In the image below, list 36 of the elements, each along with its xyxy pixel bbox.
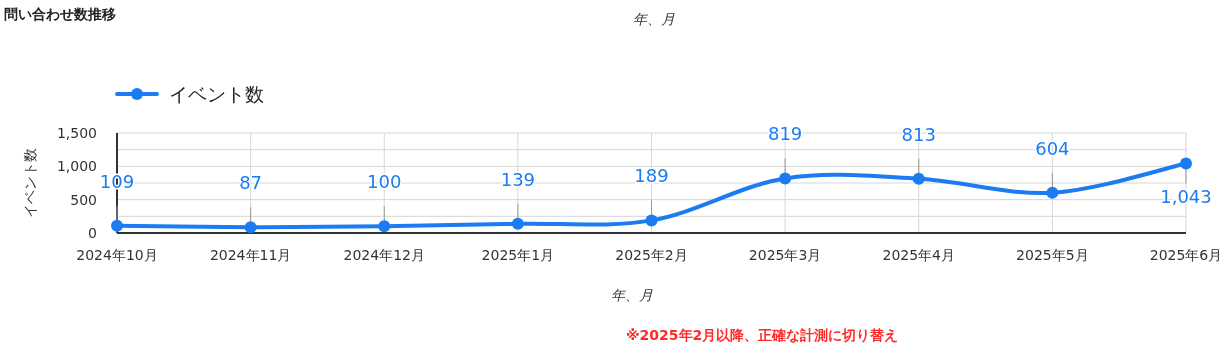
x-tick-label: 2025年3月	[748, 247, 822, 263]
y-tick-label: 1,000	[56, 158, 97, 175]
x-tick-label: 2025年2月	[615, 247, 688, 263]
data-label: 100	[367, 171, 402, 193]
data-label: 139	[500, 168, 536, 190]
data-label: 813	[901, 123, 936, 145]
y-tick-label: 500	[70, 191, 97, 208]
chart-title: 問い合わせ数推移	[4, 6, 116, 22]
text: 年、月	[633, 11, 675, 27]
point	[645, 214, 658, 227]
x-tick-label: 2025年5月	[1016, 247, 1089, 263]
point	[912, 172, 925, 185]
x-tick-label: 2025年4月	[882, 247, 956, 263]
point	[779, 172, 792, 185]
x-axis-title: 年、月	[610, 287, 653, 303]
y-tick-label: 0	[88, 225, 97, 241]
point	[244, 221, 257, 234]
point	[511, 217, 524, 230]
point	[111, 219, 123, 232]
point	[378, 220, 391, 233]
data-label: 819	[767, 123, 803, 145]
x-tick-label: 2024年12月	[343, 247, 425, 263]
x-tick-label: 2025年1月	[481, 247, 555, 263]
data-label: 604	[1035, 137, 1070, 159]
x-tick-label: 2024年10月	[76, 247, 158, 263]
data-label: 1,043	[1160, 186, 1212, 208]
y-axis-title: イベント数	[22, 148, 38, 218]
point	[1046, 186, 1059, 199]
legend-label: イベント数	[169, 83, 264, 105]
x-tick-label: 2024年11月	[209, 247, 292, 263]
text: ※2025年2月以降、正確な計測に切り替え	[626, 327, 899, 343]
point	[1180, 157, 1192, 170]
data-label: 189	[634, 165, 669, 187]
y-tick-label: 1,500	[56, 125, 97, 141]
x-tick-label: 2025年6月	[1149, 247, 1223, 263]
data-label: 87	[239, 172, 263, 194]
